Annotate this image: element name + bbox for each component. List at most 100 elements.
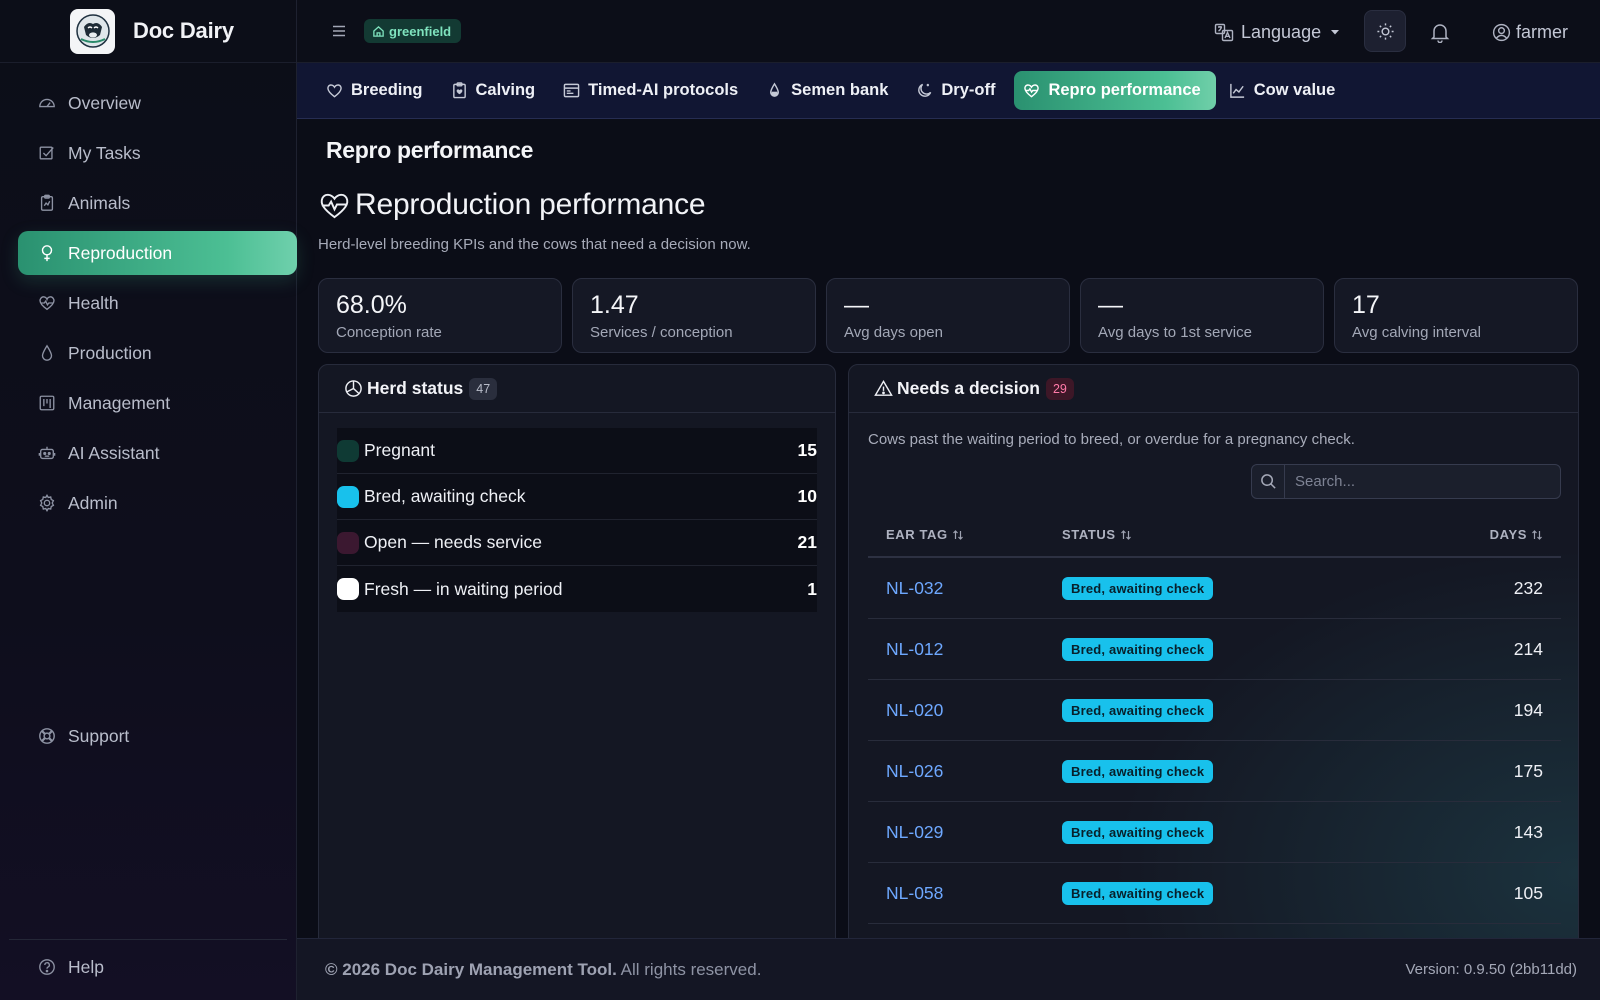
- robot-icon: [38, 444, 56, 462]
- sidebar-item-overview[interactable]: Overview: [18, 81, 297, 125]
- user-menu[interactable]: farmer: [1492, 18, 1568, 46]
- sidebar-item-label: Support: [68, 725, 130, 746]
- status-name: Bred, awaiting check: [364, 486, 526, 506]
- sidebar-item-production[interactable]: Production: [18, 331, 297, 375]
- status-row-open: Open — needs service 21: [337, 520, 817, 566]
- theme-toggle-button[interactable]: [1364, 10, 1406, 52]
- sidebar-item-label: AI Assistant: [68, 442, 160, 463]
- table-row: NL-020 Bred, awaiting check 194: [868, 680, 1561, 741]
- app-name: Doc Dairy: [133, 18, 234, 43]
- tab-timed-ai-protocols[interactable]: Timed-AI protocols: [554, 71, 753, 110]
- kanban-icon: [38, 394, 56, 412]
- section-heading: Reproduction performance: [355, 188, 706, 221]
- sidebar-item-label: My Tasks: [68, 142, 141, 163]
- caret-down-icon: [1330, 27, 1340, 37]
- ear-tag-link[interactable]: NL-058: [886, 882, 944, 903]
- days-value: 105: [1513, 882, 1543, 903]
- column-header-status[interactable]: STATUS: [1062, 527, 1421, 542]
- sidebar-item-label: Overview: [68, 92, 141, 113]
- heart-pulse-icon: [318, 189, 351, 222]
- kpi-row: 68.0% Conception rate 1.47 Services / co…: [318, 278, 1588, 353]
- sidebar-item-health[interactable]: Health: [18, 281, 297, 325]
- language-label: Language: [1241, 21, 1322, 42]
- ear-tag-link[interactable]: NL-032: [886, 577, 944, 598]
- kpi-services-per-conception: 1.47 Services / conception: [572, 278, 816, 353]
- table-row: NL-029 Bred, awaiting check 143: [868, 802, 1561, 863]
- color-swatch: [337, 531, 359, 554]
- farm-badge[interactable]: greenfield: [364, 19, 462, 43]
- sidebar-item-reproduction[interactable]: Reproduction: [18, 231, 297, 275]
- tab-label: Cow value: [1253, 81, 1336, 99]
- kpi-label: Services / conception: [590, 323, 733, 341]
- tab-label: Calving: [475, 81, 536, 99]
- venus-icon: [38, 244, 56, 262]
- sidebar-footer: Help: [9, 939, 287, 1000]
- status-badge: Bred, awaiting check: [1062, 820, 1214, 844]
- sidebar-item-label: Health: [68, 292, 119, 313]
- status-count: 15: [797, 440, 817, 460]
- gauge-icon: [38, 94, 56, 112]
- column-label: DAYS: [1489, 527, 1527, 542]
- bell-icon[interactable]: [1429, 21, 1451, 43]
- sidebar-item-label: Help: [68, 956, 104, 977]
- home-icon: [372, 25, 385, 38]
- user-circle-icon: [1492, 23, 1511, 42]
- sidebar-item-support[interactable]: Support: [18, 714, 297, 758]
- menu-icon[interactable]: [330, 22, 348, 40]
- status-count: 10: [797, 486, 817, 506]
- copyright-strong: © 2026 Doc Dairy Management Tool.: [325, 959, 617, 979]
- moon-stars-icon: [916, 82, 933, 99]
- column-header-ear-tag[interactable]: EAR TAG: [868, 527, 1062, 542]
- pie-chart-icon: [344, 379, 363, 398]
- section-subtitle: Herd-level breeding KPIs and the cows th…: [318, 236, 751, 253]
- sidebar-item-ai-assistant[interactable]: AI Assistant: [18, 431, 297, 475]
- heart-icon: [326, 82, 343, 99]
- color-swatch: [337, 439, 359, 462]
- column-label: STATUS: [1062, 527, 1116, 542]
- tab-repro-performance[interactable]: Repro performance: [1014, 71, 1216, 110]
- ear-tag-link[interactable]: NL-026: [886, 760, 944, 781]
- table-header: EAR TAG STATUS DAYS: [868, 513, 1561, 558]
- kpi-avg-days-first-service: — Avg days to 1st service: [1080, 278, 1324, 353]
- sidebar-item-animals[interactable]: Animals: [18, 181, 297, 225]
- card-title: Needs a decision: [897, 378, 1040, 398]
- status-count: 1: [807, 578, 817, 599]
- clipboard-heart-icon: [451, 82, 468, 99]
- tab-dry-off[interactable]: Dry-off: [907, 71, 1010, 110]
- color-swatch: [337, 578, 359, 600]
- color-swatch: [337, 485, 359, 508]
- search-input[interactable]: [1285, 465, 1560, 498]
- brand[interactable]: Doc Dairy: [0, 0, 296, 63]
- sidebar-item-label: Management: [68, 392, 171, 413]
- status-row-bred: Bred, awaiting check 10: [337, 474, 817, 520]
- question-circle-icon: [38, 958, 56, 976]
- ear-tag-link[interactable]: NL-029: [886, 821, 944, 842]
- droplet-icon: [38, 344, 56, 362]
- kpi-value: 17: [1352, 291, 1380, 319]
- tab-cow-value[interactable]: Cow value: [1220, 71, 1351, 110]
- count-badge: 29: [1045, 377, 1074, 400]
- main-content: Repro performance Reproduction performan…: [297, 119, 1600, 938]
- column-header-days[interactable]: DAYS: [1421, 527, 1561, 542]
- days-value: 143: [1513, 821, 1543, 842]
- status-name: Open — needs service: [364, 532, 543, 552]
- sidebar-item-help[interactable]: Help: [18, 945, 278, 989]
- ear-tag-link[interactable]: NL-012: [886, 638, 944, 659]
- cow-logo-icon: [70, 8, 115, 54]
- tab-breeding[interactable]: Breeding: [317, 71, 438, 110]
- status-badge: Bred, awaiting check: [1062, 881, 1214, 905]
- top-bar: greenfield Language farmer: [297, 0, 1600, 63]
- status-badge: Bred, awaiting check: [1062, 576, 1214, 600]
- kpi-value: —: [1098, 291, 1123, 319]
- language-dropdown[interactable]: Language: [1214, 18, 1340, 46]
- ear-tag-link[interactable]: NL-020: [886, 699, 944, 720]
- sidebar-item-my-tasks[interactable]: My Tasks: [18, 131, 297, 175]
- sidebar-item-management[interactable]: Management: [18, 381, 297, 425]
- tab-semen-bank[interactable]: Semen bank: [757, 71, 903, 110]
- tab-calving[interactable]: Calving: [442, 71, 551, 110]
- sidebar-item-label: Animals: [68, 192, 131, 213]
- sidebar-item-admin[interactable]: Admin: [18, 481, 297, 525]
- kpi-avg-calving-interval: 17 Avg calving interval: [1334, 278, 1578, 353]
- status-badge: Bred, awaiting check: [1062, 637, 1214, 661]
- tab-label: Timed-AI protocols: [588, 81, 739, 99]
